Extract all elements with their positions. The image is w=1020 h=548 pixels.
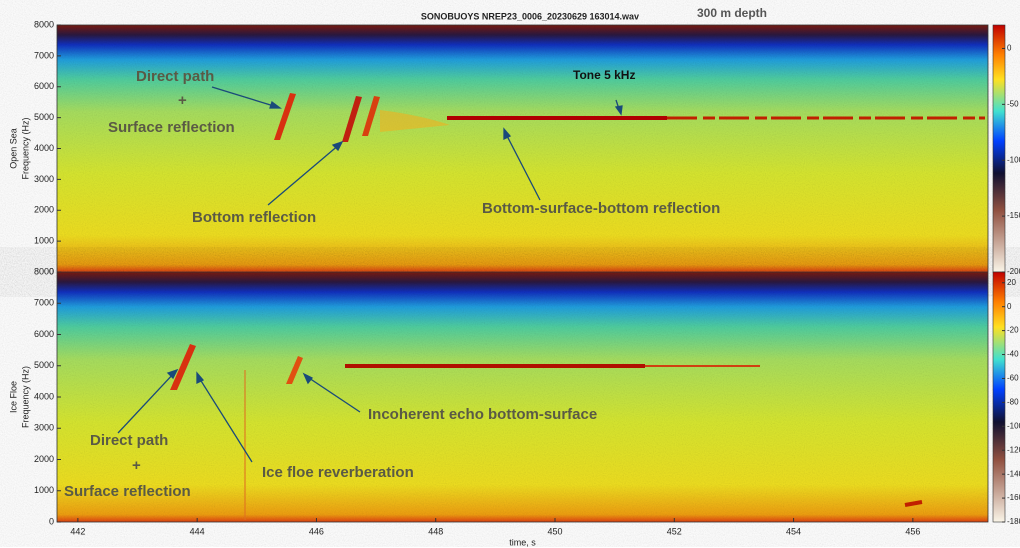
colorbar-tick-label: -160 <box>1007 493 1020 502</box>
colorbar-tick-label: -100 <box>1007 155 1020 164</box>
x-tick-label: 442 <box>70 526 85 536</box>
annotation: Bottom-surface-bottom reflection <box>482 200 720 217</box>
y-tick-label: 5000 <box>34 112 54 122</box>
x-tick-label: 444 <box>190 526 205 536</box>
y-tick-label: 6000 <box>34 81 54 91</box>
y-tick-label: 3000 <box>34 423 54 433</box>
chart-subtitle: 300 m depth <box>697 6 767 20</box>
colorbar-tick-label: 0 <box>1007 302 1012 311</box>
noise <box>57 25 988 272</box>
y-axis-label: Frequency (Hz) <box>20 117 30 179</box>
y-tick-label: 8000 <box>34 19 54 29</box>
x-tick-label: 456 <box>905 526 920 536</box>
streak <box>286 356 303 384</box>
streak <box>904 500 923 507</box>
top-panel <box>57 25 988 272</box>
chart-title: SONOBUOYS NREP23_0006_20230629 163014.wa… <box>421 11 639 21</box>
colorbar-tick-label: -150 <box>1007 211 1020 220</box>
annotation: Direct path <box>90 432 168 449</box>
panel-label: Open Sea <box>8 128 18 169</box>
x-axis-label: time, s <box>509 537 536 547</box>
arrows <box>211 86 623 206</box>
colorbar-tick-label: -200 <box>1007 267 1020 276</box>
y-tick-label: 1000 <box>34 485 54 495</box>
colorbar-tick-label: -50 <box>1007 99 1019 108</box>
colorbar-tick-label: -80 <box>1007 397 1019 406</box>
colorbar-tick-label: -100 <box>1007 421 1020 430</box>
streak <box>274 93 296 140</box>
y-tick-label: 6000 <box>34 329 54 339</box>
annotation: Surface reflection <box>64 483 191 500</box>
annotation: Surface reflection <box>108 119 235 136</box>
y-tick-label: 3000 <box>34 174 54 184</box>
y-tick-label: 7000 <box>34 50 54 60</box>
x-tick-label: 452 <box>667 526 682 536</box>
tone-line <box>447 116 667 120</box>
colorbar-tick-label: -20 <box>1007 326 1019 335</box>
annotation: + <box>132 457 141 474</box>
x-tick-label: 448 <box>428 526 443 536</box>
colorbar-tick-label: 0 <box>1007 44 1012 53</box>
x-tick-label: 450 <box>547 526 562 536</box>
annotation: Incoherent echo bottom-surface <box>368 406 597 423</box>
streak <box>170 344 196 390</box>
y-tick-label: 5000 <box>34 360 54 370</box>
echo <box>380 110 450 132</box>
colorbar <box>992 271 1006 523</box>
y-tick-label: 4000 <box>34 143 54 153</box>
arrows <box>117 368 361 463</box>
annotation: + <box>178 92 187 109</box>
streak <box>362 96 380 136</box>
y-tick-label: 1000 <box>34 236 54 246</box>
colorbar-tick-label: -120 <box>1007 445 1020 454</box>
y-tick-label: 8000 <box>34 266 54 276</box>
y-axis-label: Frequency (Hz) <box>20 366 30 428</box>
y-tick-label: 0 <box>49 516 54 526</box>
y-tick-label: 2000 <box>34 454 54 464</box>
annotation: Tone 5 kHz <box>573 68 635 82</box>
x-tick-label: 454 <box>786 526 801 536</box>
x-tick-label: 446 <box>309 526 324 536</box>
annotation: Bottom reflection <box>192 209 316 226</box>
panel-label: Ice Floe <box>8 381 18 413</box>
y-tick-label: 0 <box>49 266 54 276</box>
colorbar-tick-label: -40 <box>1007 350 1019 359</box>
annotation: Direct path <box>136 68 214 85</box>
colorbar <box>992 24 1006 273</box>
y-tick-label: 2000 <box>34 205 54 215</box>
colorbar-tick-label: 20 <box>1007 278 1016 287</box>
bottom-panel <box>57 272 988 522</box>
colorbar-tick-label: -60 <box>1007 374 1019 383</box>
y-tick-label: 7000 <box>34 298 54 308</box>
y-tick-label: 4000 <box>34 391 54 401</box>
annotation: Ice floe reverberation <box>262 464 414 481</box>
colorbar-tick-label: -180 <box>1007 517 1020 526</box>
tone-line <box>345 364 645 368</box>
colorbar-tick-label: -140 <box>1007 469 1020 478</box>
frame <box>56 24 989 523</box>
noise <box>57 272 988 522</box>
streak <box>342 96 362 142</box>
